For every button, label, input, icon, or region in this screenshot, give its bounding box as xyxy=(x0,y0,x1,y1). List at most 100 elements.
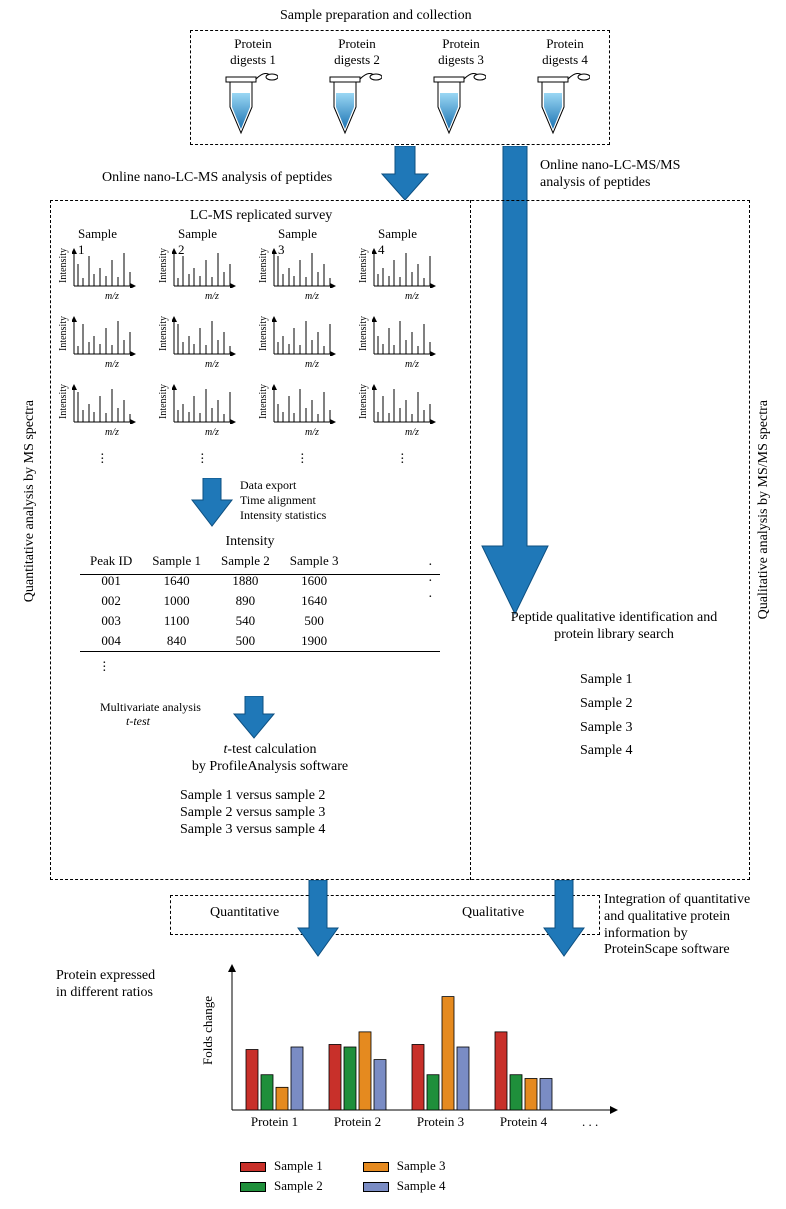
legend-swatch xyxy=(240,1162,266,1172)
spectrum-xlabel: m/z xyxy=(372,359,452,370)
line-data-export: Data export xyxy=(240,478,326,493)
table-cell: 1100 xyxy=(142,611,211,631)
spectra-col-ellipsis: ··· xyxy=(100,454,105,466)
table-col-header: Sample 2 xyxy=(211,551,280,571)
digest-4: Protein digests 4 xyxy=(520,36,610,144)
spectrum-xlabel: m/z xyxy=(172,291,252,302)
qual-sample-list: Sample 1 Sample 2 Sample 3 Sample 4 xyxy=(580,668,633,763)
spectrum-icon xyxy=(272,384,336,424)
spectrum-xlabel: m/z xyxy=(272,359,352,370)
legend-swatch xyxy=(363,1162,389,1172)
spectrum-cell: Intensity m/z xyxy=(72,248,152,302)
line-time-align: Time alignment xyxy=(240,493,326,508)
legend-item: Sample 2 xyxy=(240,1178,323,1194)
spectrum-icon xyxy=(172,316,236,356)
spectrum-icon xyxy=(72,316,136,356)
spectrum-ylabel: Intensity xyxy=(358,248,369,283)
svg-text:Protein 1: Protein 1 xyxy=(251,1114,298,1129)
label-lc-ms: Online nano-LC-MS analysis of peptides xyxy=(102,170,332,187)
spectrum-icon xyxy=(72,248,136,288)
spectrum-icon xyxy=(172,384,236,424)
arrow-to-table xyxy=(190,478,234,528)
spectra-col-ellipsis: ··· xyxy=(400,454,405,466)
spectrum-icon xyxy=(72,384,136,424)
tube-icon xyxy=(312,67,382,139)
side-label-qual: Qualitative analysis by MS/MS spectra xyxy=(756,400,772,619)
table-cell: 003 xyxy=(80,611,142,631)
integration-qual-label: Qualitative xyxy=(462,905,524,922)
table-row: 0031100540500 xyxy=(80,611,349,631)
digest-1: Protein digests 1 xyxy=(208,36,298,144)
digest-label: Protein digests 2 xyxy=(312,36,402,67)
spectrum-cell: Intensity m/z xyxy=(172,384,252,438)
spectrum-icon xyxy=(272,248,336,288)
digest-3: Protein digests 3 xyxy=(416,36,506,144)
spectrum-ylabel: Intensity xyxy=(158,248,169,283)
side-label-quant: Quantitative analysis by MS spectra xyxy=(22,400,38,602)
table-col-ellipsis: · · · xyxy=(428,558,440,606)
table-cell: 500 xyxy=(211,631,280,651)
svg-text:Folds change: Folds change xyxy=(200,996,215,1065)
table-cell: 500 xyxy=(280,611,349,631)
spectrum-ylabel: Intensity xyxy=(58,248,69,283)
line-intensity-stats: Intensity statistics xyxy=(240,508,326,523)
arrow-integration-qual xyxy=(542,880,586,958)
intensity-super-header: Intensity xyxy=(80,534,420,551)
spectrum-xlabel: m/z xyxy=(72,427,152,438)
spectrum-xlabel: m/z xyxy=(272,427,352,438)
multivar-label: Multivariate analysis t-test xyxy=(100,700,201,729)
table-cell: 1000 xyxy=(142,591,211,611)
spectrum-icon xyxy=(272,316,336,356)
spectrum-cell: Intensity m/z xyxy=(272,384,352,438)
spectra-col-ellipsis: ··· xyxy=(300,454,305,466)
spectrum-ylabel: Intensity xyxy=(58,316,69,351)
digest-label: Protein digests 3 xyxy=(416,36,506,67)
spectrum-cell: Intensity m/z xyxy=(272,316,352,370)
table-cell: 890 xyxy=(211,591,280,611)
table-cell: 1640 xyxy=(280,591,349,611)
digest-2: Protein digests 2 xyxy=(312,36,402,144)
spectra-col-ellipsis: ··· xyxy=(200,454,205,466)
spectrum-cell: Intensity m/z xyxy=(172,316,252,370)
legend-label: Sample 4 xyxy=(397,1178,446,1193)
spectrum-cell: Intensity m/z xyxy=(372,248,452,302)
data-export-lines: Data export Time alignment Intensity sta… xyxy=(240,478,326,523)
spectrum-ylabel: Intensity xyxy=(358,384,369,419)
tube-icon xyxy=(208,67,278,139)
spectrum-xlabel: m/z xyxy=(72,291,152,302)
legend-item: Sample 1 xyxy=(240,1158,323,1174)
tube-icon xyxy=(520,67,590,139)
svg-text:Protein 4: Protein 4 xyxy=(500,1114,548,1129)
spectrum-xlabel: m/z xyxy=(372,427,452,438)
spectrum-cell: Intensity m/z xyxy=(272,248,352,302)
spectrum-ylabel: Intensity xyxy=(158,316,169,351)
legend-swatch xyxy=(363,1182,389,1192)
spectrum-ylabel: Intensity xyxy=(258,248,269,283)
spectrum-icon xyxy=(372,248,436,288)
arrow-to-ttest xyxy=(232,696,276,740)
spectrum-cell: Intensity m/z xyxy=(172,248,252,302)
label-lc-msms: Online nano-LC-MS/MS analysis of peptide… xyxy=(540,158,680,192)
spectrum-xlabel: m/z xyxy=(72,359,152,370)
spectrum-cell: Intensity m/z xyxy=(372,384,452,438)
survey-title: LC-MS replicated survey xyxy=(190,208,332,225)
spectrum-cell: Intensity m/z xyxy=(72,384,152,438)
chart-legend: Sample 1Sample 3Sample 2Sample 4 xyxy=(240,1158,446,1194)
arrow-to-survey xyxy=(380,146,430,202)
integration-quant-label: Quantitative xyxy=(210,905,279,922)
spectrum-cell: Intensity m/z xyxy=(72,316,152,370)
workflow-diagram: Sample preparation and collection Protei… xyxy=(0,0,786,1209)
svg-text:. . .: . . . xyxy=(582,1114,598,1129)
spectrum-xlabel: m/z xyxy=(172,427,252,438)
legend-label: Sample 1 xyxy=(274,1158,323,1173)
table-col-header: Sample 1 xyxy=(142,551,211,571)
table-col-header: Sample 3 xyxy=(280,551,349,571)
legend-swatch xyxy=(240,1182,266,1192)
spectrum-ylabel: Intensity xyxy=(258,316,269,351)
intensity-table-wrap: Intensity Peak IDSample 1Sample 2Sample … xyxy=(80,534,440,652)
folds-change-chart: Folds changeProtein 1Protein 2Protein 3P… xyxy=(200,960,620,1160)
table-col-header: Peak ID xyxy=(80,551,142,571)
spectrum-icon xyxy=(372,316,436,356)
spectrum-ylabel: Intensity xyxy=(358,316,369,351)
spectrum-cell: Intensity m/z xyxy=(372,316,452,370)
